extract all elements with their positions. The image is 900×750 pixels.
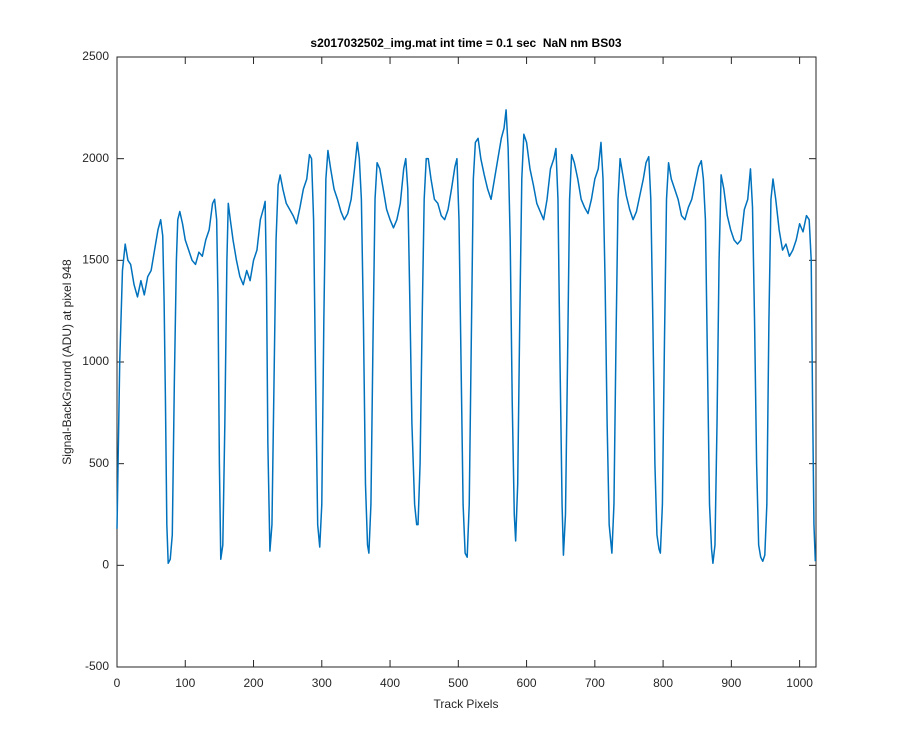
x-tick-label: 100 bbox=[175, 676, 195, 690]
x-tick-label: 500 bbox=[448, 676, 468, 690]
chart-title: s2017032502_img.mat int time = 0.1 sec N… bbox=[310, 36, 621, 50]
x-tick-label: 200 bbox=[244, 676, 264, 690]
x-tick-label: 900 bbox=[721, 676, 741, 690]
y-tick-label: 1500 bbox=[82, 253, 109, 267]
y-axis-label: Signal-BackGround (ADU) at pixel 948 bbox=[60, 259, 74, 465]
y-tick-label: 2500 bbox=[82, 49, 109, 63]
x-axis-label: Track Pixels bbox=[434, 697, 499, 711]
x-tick-label: 300 bbox=[312, 676, 332, 690]
x-tick-label: 800 bbox=[653, 676, 673, 690]
y-tick-label: 1000 bbox=[82, 354, 109, 368]
x-tick-label: 700 bbox=[585, 676, 605, 690]
x-tick-label: 1000 bbox=[786, 676, 813, 690]
data-line bbox=[116, 109, 817, 565]
axes-box bbox=[116, 56, 817, 668]
x-tick-label: 600 bbox=[517, 676, 537, 690]
y-tick-label: 0 bbox=[102, 558, 109, 572]
x-tick-label: 0 bbox=[114, 676, 121, 690]
y-tick-label: 500 bbox=[89, 456, 109, 470]
y-tick-label: 2000 bbox=[82, 151, 109, 165]
y-tick-label: -500 bbox=[85, 659, 109, 673]
x-tick-label: 400 bbox=[380, 676, 400, 690]
